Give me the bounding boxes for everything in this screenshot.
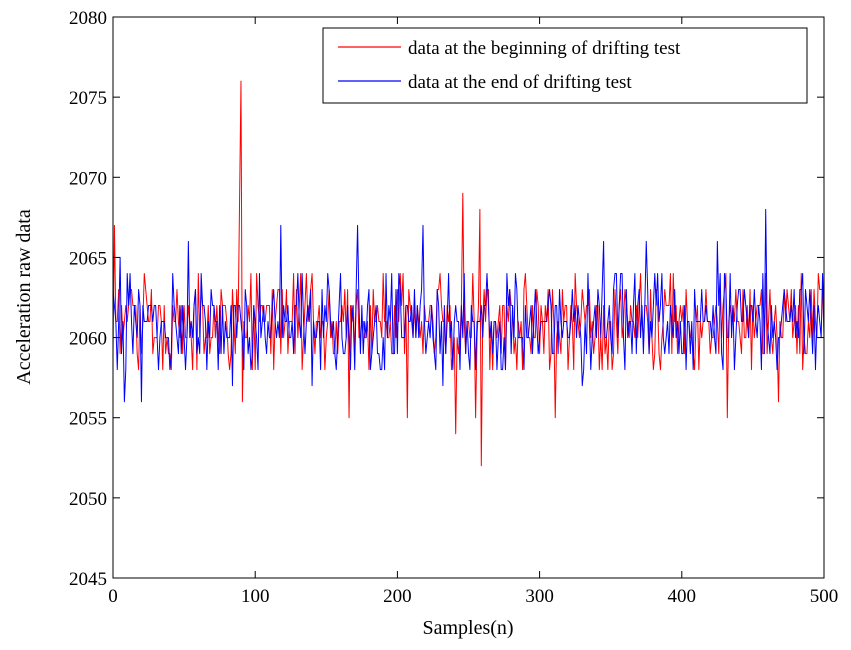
- y-tick-label: 2050: [69, 489, 107, 510]
- tick-layer: 0 100 200 300 400 500 2045 2050 2055 2060 2065 2070…: [69, 8, 838, 607]
- legend-label-end: data at the end of drifting test: [408, 72, 632, 93]
- y-tick-label: 2060: [69, 329, 107, 350]
- y-tick-label: 2075: [69, 88, 107, 109]
- y-tick-label: 2045: [69, 569, 107, 590]
- legend-box: [322, 27, 808, 104]
- x-tick-label: 100: [241, 586, 270, 607]
- series-line-end: [112, 208, 825, 403]
- y-tick-label: 2080: [69, 8, 107, 29]
- x-tick-label: 500: [810, 586, 839, 607]
- x-axis-label: Samples(n): [422, 617, 513, 639]
- x-tick-label: 0: [108, 586, 118, 607]
- x-tick-label: 300: [525, 586, 554, 607]
- y-tick-label: 2065: [69, 248, 107, 269]
- y-tick-label: 2070: [69, 168, 107, 189]
- x-tick-label: 400: [668, 586, 697, 607]
- y-tick-label: 2055: [69, 409, 107, 430]
- legend-label-beginning: data at the beginning of drifting test: [408, 38, 681, 59]
- legend: data at the beginning of drifting test d…: [322, 27, 808, 104]
- y-axis-label: Acceleration raw data: [13, 209, 35, 385]
- series-layer: [112, 80, 825, 467]
- x-tick-label: 200: [383, 586, 412, 607]
- plot-frame: [112, 16, 825, 579]
